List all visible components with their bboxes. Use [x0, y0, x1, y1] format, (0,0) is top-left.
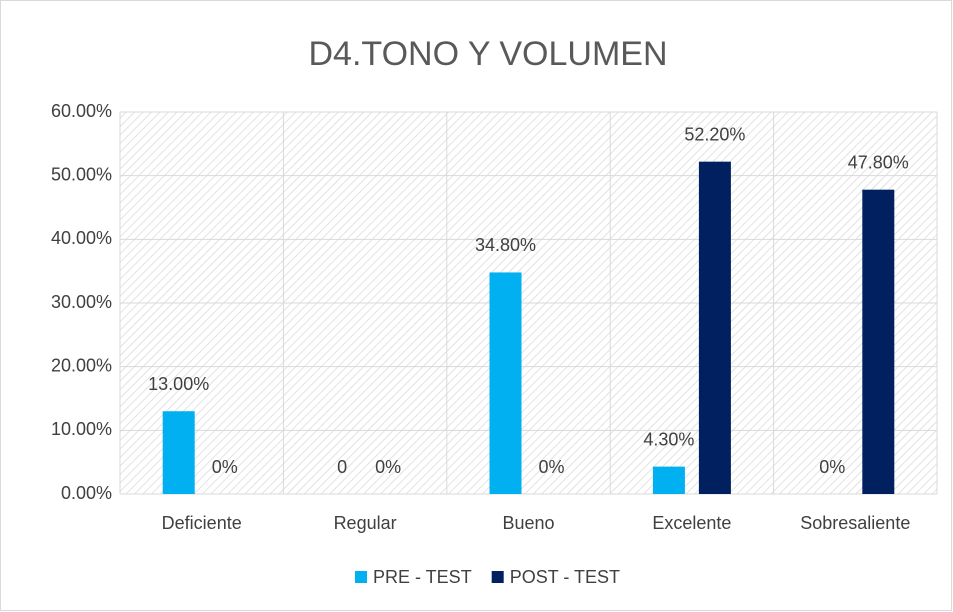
- data-label: 0%: [212, 457, 238, 477]
- x-tick-label: Regular: [334, 513, 397, 533]
- x-tick-label: Deficiente: [162, 513, 242, 533]
- data-label: 0%: [819, 457, 845, 477]
- bar: [489, 272, 522, 494]
- bar: [652, 466, 685, 494]
- bar: [862, 189, 895, 494]
- y-tick-label: 50.00%: [51, 164, 112, 184]
- legend-label: PRE - TEST: [373, 567, 472, 587]
- data-label: 52.20%: [684, 124, 745, 144]
- data-label: 4.30%: [643, 429, 694, 449]
- legend-swatch: [491, 571, 504, 583]
- y-tick-label: 30.00%: [51, 292, 112, 312]
- x-tick-label: Sobresaliente: [800, 513, 910, 533]
- data-label: 0%: [538, 457, 564, 477]
- y-tick-label: 10.00%: [51, 419, 112, 439]
- y-tick-label: 40.00%: [51, 228, 112, 248]
- y-tick-label: 0.00%: [61, 483, 112, 503]
- y-tick-label: 60.00%: [51, 101, 112, 121]
- x-tick-label: Excelente: [652, 513, 731, 533]
- data-label: 47.80%: [848, 152, 909, 172]
- data-label: 13.00%: [148, 374, 209, 394]
- data-label: 34.80%: [475, 235, 536, 255]
- data-label: 0%: [375, 457, 401, 477]
- bar: [162, 411, 195, 494]
- chart-title: D4.TONO Y VOLUMEN: [309, 35, 668, 73]
- legend-label: POST - TEST: [510, 567, 620, 587]
- legend-swatch: [355, 571, 367, 583]
- data-label: 0: [337, 457, 347, 477]
- x-tick-label: Bueno: [502, 513, 554, 533]
- bar: [698, 161, 731, 494]
- y-tick-label: 20.00%: [51, 355, 112, 375]
